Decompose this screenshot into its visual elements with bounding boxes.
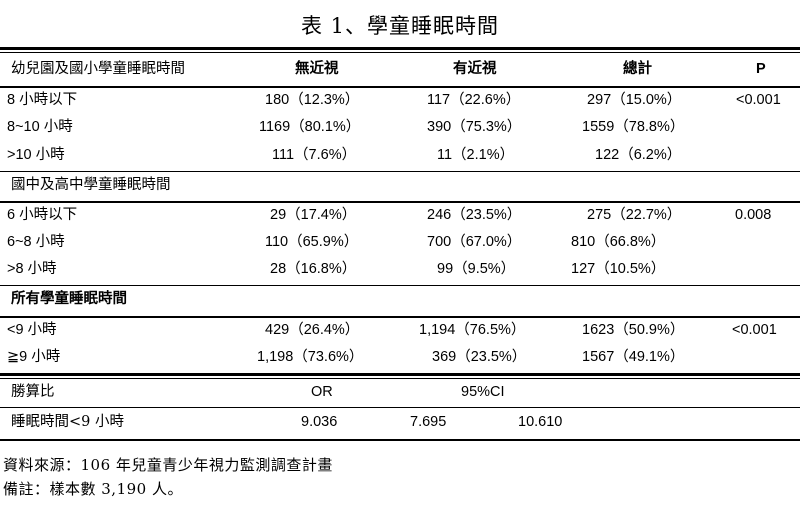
header-p: P bbox=[756, 61, 766, 77]
s3-row2-no-myopia: 1,198（73.6%） bbox=[257, 349, 364, 365]
s1-row3-label: >10 小時 bbox=[7, 147, 65, 163]
s1-row2-no-myopia: 1169（80.1%） bbox=[259, 119, 361, 135]
s1-row1-no-myopia: 180（12.3%） bbox=[265, 92, 360, 108]
rule-header bbox=[0, 86, 800, 88]
s1-row1-total: 297（15.0%） bbox=[587, 92, 682, 108]
s2-row1-label: 6 小時以下 bbox=[7, 207, 78, 223]
s3-row1-label: <9 小時 bbox=[7, 322, 57, 338]
rule-top-thick bbox=[0, 47, 800, 50]
rule-section2-header bbox=[0, 201, 800, 203]
remark-note: 備註：樣本數 3,190 人。 bbox=[3, 480, 183, 498]
s2-row3-myopia: 99（9.5%） bbox=[437, 261, 516, 277]
s2-row2-no-myopia: 110（65.9%） bbox=[265, 234, 359, 250]
rule-section1-end bbox=[0, 171, 800, 172]
s1-row2-label: 8~10 小時 bbox=[7, 119, 73, 135]
odds-row-label: 睡眠時間<9 小時 bbox=[11, 414, 124, 430]
s2-row2-label: 6~8 小時 bbox=[7, 234, 65, 250]
s2-row3-no-myopia: 28（16.8%） bbox=[270, 261, 357, 277]
s1-row1-label: 8 小時以下 bbox=[7, 92, 78, 108]
s1-row3-myopia: 11（2.1%） bbox=[437, 147, 515, 163]
or-header: OR bbox=[311, 384, 333, 400]
rule-section3-header bbox=[0, 316, 800, 318]
ci-header: 95%CI bbox=[461, 384, 505, 400]
section2-label: 國中及高中學童睡眠時間 bbox=[11, 177, 171, 193]
s1-row1-p: <0.001 bbox=[736, 92, 781, 108]
s2-row1-no-myopia: 29（17.4%） bbox=[270, 207, 357, 223]
ci-low: 7.695 bbox=[410, 414, 447, 430]
rule-section2-end bbox=[0, 285, 800, 286]
ci-high: 10.610 bbox=[518, 414, 563, 430]
s2-row1-total: 275（22.7%） bbox=[587, 207, 682, 223]
rule-bottom bbox=[0, 439, 800, 441]
rule-section3-end-thin bbox=[0, 378, 800, 379]
header-category: 幼兒園及國小學童睡眠時間 bbox=[11, 61, 185, 77]
s3-row2-label: ≧9 小時 bbox=[7, 349, 61, 365]
source-note: 資料來源：106 年兒童青少年視力監測調查計畫 bbox=[3, 456, 333, 474]
s1-row1-myopia: 117（22.6%） bbox=[427, 92, 521, 108]
s2-row3-total: 127（10.5%） bbox=[571, 261, 666, 277]
s2-row2-total: 810（66.8%） bbox=[571, 234, 666, 250]
section3-label: 所有學童睡眠時間 bbox=[11, 290, 127, 307]
s1-row3-total: 122（6.2%） bbox=[595, 147, 682, 163]
rule-top-thin bbox=[0, 52, 800, 53]
header-myopia: 有近視 bbox=[453, 60, 497, 77]
odds-label: 勝算比 bbox=[11, 384, 55, 400]
s3-row1-p: <0.001 bbox=[732, 322, 777, 338]
s3-row1-myopia: 1,194（76.5%） bbox=[419, 322, 526, 338]
s3-row1-total: 1623（50.9%） bbox=[582, 322, 685, 338]
table-title: 表 1、學童睡眠時間 bbox=[300, 14, 500, 38]
s1-row2-total: 1559（78.8%） bbox=[582, 119, 685, 135]
s2-row1-myopia: 246（23.5%） bbox=[427, 207, 522, 223]
s3-row2-total: 1567（49.1%） bbox=[582, 349, 685, 365]
s1-row3-no-myopia: 111（7.6%） bbox=[272, 147, 357, 163]
s2-row1-p: 0.008 bbox=[735, 207, 772, 223]
header-total: 總計 bbox=[623, 60, 652, 77]
s2-row2-myopia: 700（67.0%） bbox=[427, 234, 522, 250]
s2-row3-label: >8 小時 bbox=[7, 261, 57, 277]
rule-section3-end-thick bbox=[0, 373, 800, 376]
s3-row2-myopia: 369（23.5%） bbox=[432, 349, 527, 365]
or-value: 9.036 bbox=[301, 414, 338, 430]
s1-row2-myopia: 390（75.3%） bbox=[427, 119, 522, 135]
s3-row1-no-myopia: 429（26.4%） bbox=[265, 322, 360, 338]
header-no-myopia: 無近視 bbox=[295, 60, 339, 77]
rule-odds-header bbox=[0, 407, 800, 408]
